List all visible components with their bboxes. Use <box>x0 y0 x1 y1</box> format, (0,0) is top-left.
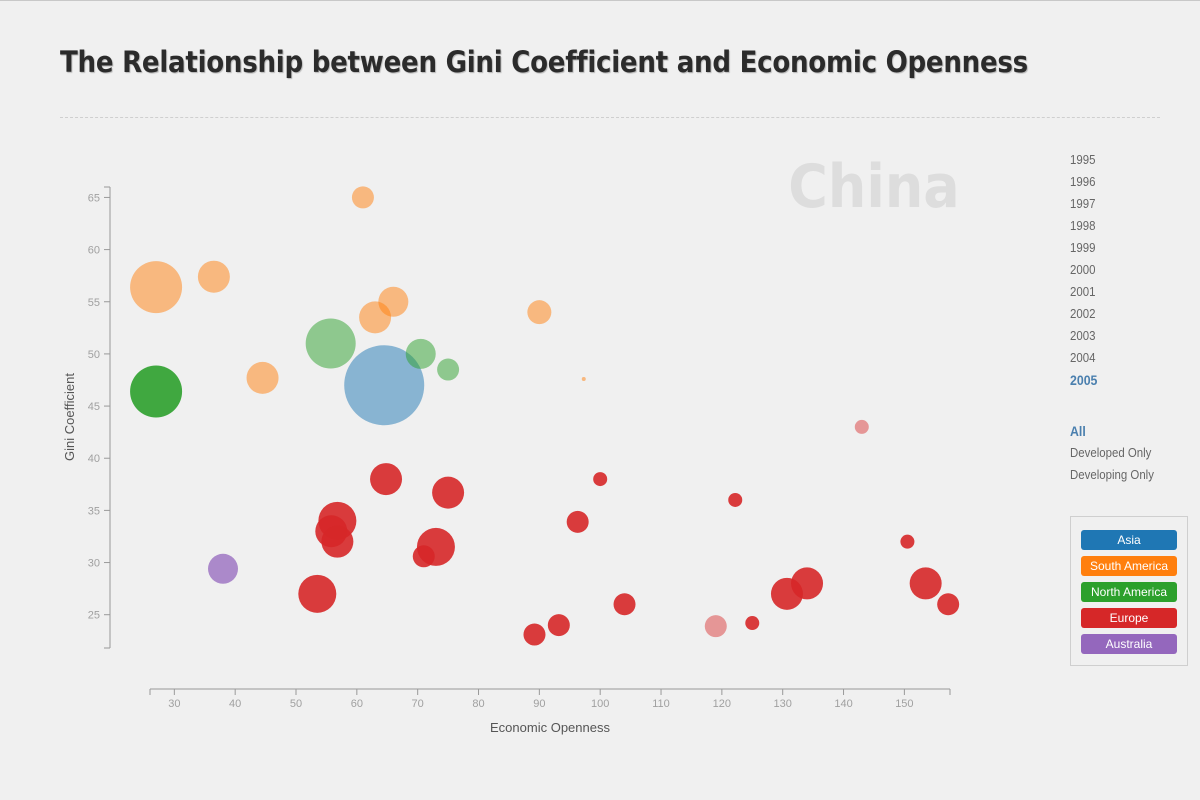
x-tick-label: 30 <box>168 698 180 710</box>
data-point <box>854 419 869 434</box>
data-point <box>321 525 354 558</box>
data-point <box>523 623 546 646</box>
y-tick-label: 65 <box>88 192 100 204</box>
data-point <box>527 300 552 325</box>
filter-option-developed-only[interactable]: Developed Only <box>1070 445 1152 460</box>
data-point <box>351 186 374 209</box>
y-tick-label: 55 <box>88 297 100 309</box>
filter-option-developing-only[interactable]: Developing Only <box>1070 467 1154 482</box>
x-tick-label: 100 <box>591 698 609 710</box>
x-tick-label: 150 <box>895 698 913 710</box>
data-point <box>909 567 942 600</box>
y-tick-label: 30 <box>88 558 100 570</box>
year-option-1998[interactable]: 1998 <box>1070 218 1096 233</box>
data-point <box>437 358 460 381</box>
legend-item-asia[interactable]: Asia <box>1081 530 1177 550</box>
x-tick-label: 70 <box>412 698 424 710</box>
legend-item-europe[interactable]: Europe <box>1081 608 1177 628</box>
data-point <box>581 376 586 381</box>
x-tick-label: 40 <box>229 698 241 710</box>
y-tick-label: 50 <box>88 349 100 361</box>
data-point <box>378 286 409 317</box>
page-title: The Relationship between Gini Coefficien… <box>60 45 1028 79</box>
development-filter: All Developed Only Developing Only <box>1070 420 1165 486</box>
x-tick-label: 140 <box>834 698 852 710</box>
y-tick-label: 25 <box>88 610 100 622</box>
year-option-1995[interactable]: 1995 <box>1070 152 1096 167</box>
year-option-1996[interactable]: 1996 <box>1070 174 1096 189</box>
data-point <box>246 361 279 394</box>
data-point <box>937 593 960 616</box>
legend-item-south-america[interactable]: South America <box>1081 556 1177 576</box>
data-point <box>344 345 425 426</box>
x-tick-label: 50 <box>290 698 302 710</box>
year-option-2003[interactable]: 2003 <box>1070 328 1096 343</box>
x-tick-label: 80 <box>472 698 484 710</box>
data-point <box>405 338 436 369</box>
legend-item-north-america[interactable]: North America <box>1081 582 1177 602</box>
data-point <box>566 510 589 533</box>
data-point <box>791 567 824 600</box>
data-point <box>704 615 727 638</box>
x-tick-label: 110 <box>652 698 670 710</box>
data-point <box>613 593 636 616</box>
year-option-2005[interactable]: 2005 <box>1070 372 1098 388</box>
year-option-2004[interactable]: 2004 <box>1070 350 1096 365</box>
legend-item-australia[interactable]: Australia <box>1081 634 1177 654</box>
year-option-2001[interactable]: 2001 <box>1070 284 1096 299</box>
year-option-2002[interactable]: 2002 <box>1070 306 1096 321</box>
data-point <box>412 545 435 568</box>
y-tick-label: 35 <box>88 505 100 517</box>
region-legend: Asia South America North America Europe Aust… <box>1070 516 1188 666</box>
data-point <box>432 476 465 509</box>
data-point <box>745 616 760 631</box>
year-selector: 1995 1996 1997 1998 1999 2000 2001 2002 2003 2004… <box>1070 149 1101 391</box>
x-tick-label: 90 <box>533 698 545 710</box>
highlight-country-label: China <box>788 152 959 221</box>
filter-option-all[interactable]: All <box>1070 423 1086 439</box>
scatter-chart: China 25 30 35 40 45 50 55 60 65 Gini Coefficient 3… <box>62 152 960 735</box>
y-axis-label: Gini Coefficient <box>62 373 77 461</box>
data-point <box>728 492 743 507</box>
x-tick-label: 120 <box>713 698 731 710</box>
y-tick-label: 60 <box>88 245 100 257</box>
data-point <box>298 574 337 613</box>
data-point <box>305 318 356 369</box>
y-tick-label: 40 <box>88 453 100 465</box>
x-tick-label: 130 <box>774 698 792 710</box>
year-option-1999[interactable]: 1999 <box>1070 240 1096 255</box>
data-point <box>547 614 570 637</box>
data-point <box>593 472 608 487</box>
year-option-1997[interactable]: 1997 <box>1070 196 1096 211</box>
title-divider <box>60 117 1160 118</box>
year-option-2000[interactable]: 2000 <box>1070 262 1096 277</box>
data-point <box>208 553 239 584</box>
x-tick-label: 60 <box>351 698 363 710</box>
data-point <box>900 534 915 549</box>
data-point <box>130 365 183 418</box>
data-point <box>370 463 403 496</box>
y-tick-label: 45 <box>88 401 100 413</box>
data-point <box>130 261 183 314</box>
data-point <box>197 260 230 293</box>
x-axis-label: Economic Openness <box>490 720 610 735</box>
